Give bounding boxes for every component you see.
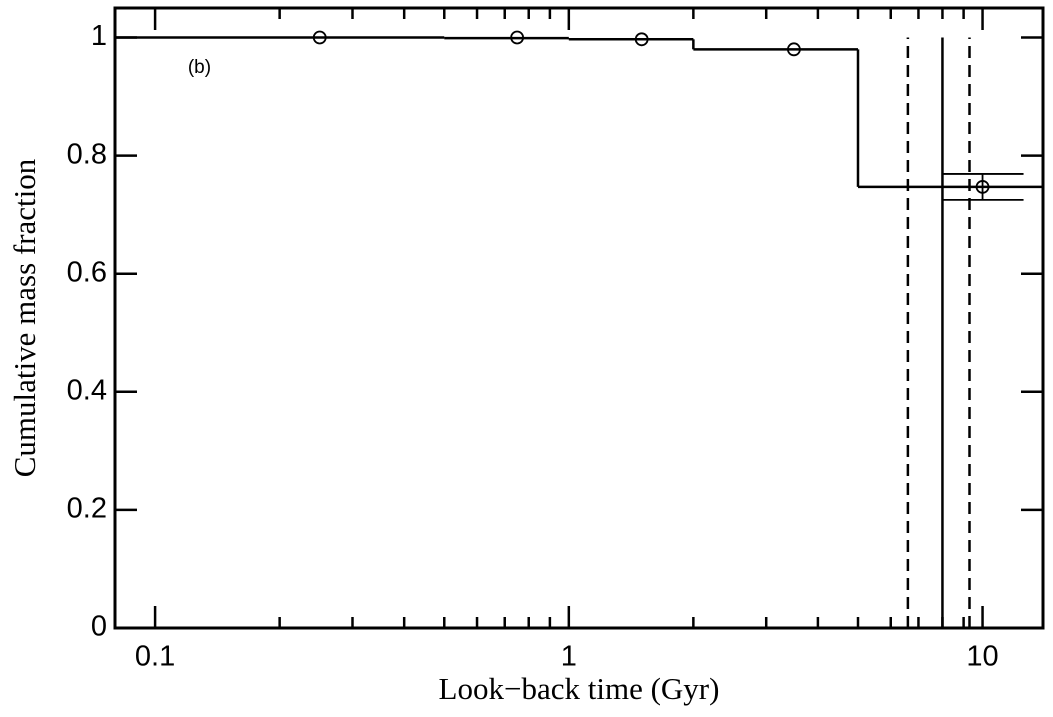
data-point [312,30,327,45]
data-point [787,42,801,57]
y-tick-label: 0.4 [67,374,107,406]
y-tick-label: 0.6 [67,256,107,288]
x-axis-label: Look−back time (Gyr) [439,671,720,706]
data-point [634,32,649,47]
y-tick-label: 1 [91,20,107,52]
y-tick-label: 0.2 [67,493,107,525]
y-axis-label: Cumulative mass fraction [7,158,42,477]
data-point [510,30,525,45]
y-tick-label: 0 [91,611,107,643]
x-tick-label: 10 [966,641,998,673]
annotation: (b) [188,57,211,78]
y-tick-label: 0.8 [67,138,107,170]
data-point [975,180,990,194]
x-tick-label: 0.1 [135,641,175,673]
plot-frame [113,6,1045,630]
x-tick-label: 1 [561,641,577,673]
